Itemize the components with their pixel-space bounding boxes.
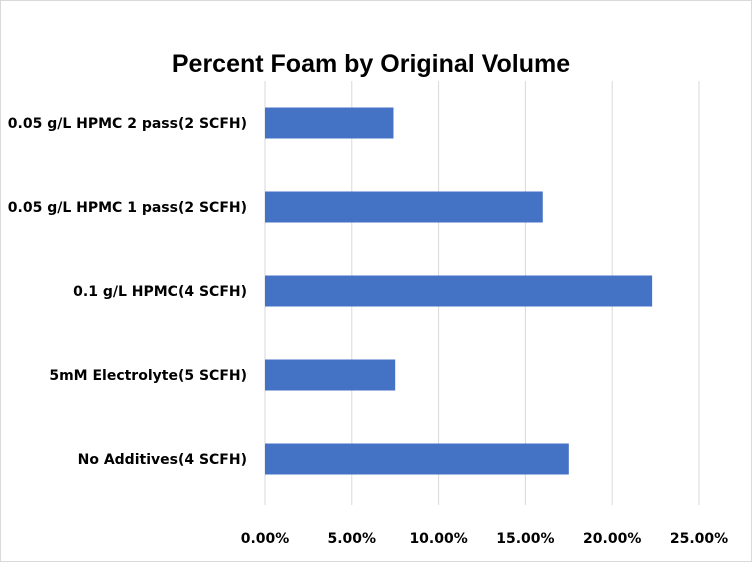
category-label: 0.05 g/L HPMC 2 pass(2 SCFH) — [8, 116, 247, 132]
x-tick-label: 5.00% — [328, 531, 377, 547]
x-tick-label: 10.00% — [409, 531, 467, 547]
x-tick-label: 0.00% — [241, 531, 290, 547]
bar — [265, 107, 394, 139]
bar — [265, 443, 569, 475]
bar — [265, 191, 543, 223]
x-tick-label: 15.00% — [496, 531, 554, 547]
x-tick-label: 25.00% — [670, 531, 728, 547]
category-labels: 0.05 g/L HPMC 2 pass(2 SCFH) 0.05 g/L HPM… — [8, 116, 247, 468]
bar — [265, 359, 396, 391]
category-label: No Additives(4 SCFH) — [78, 452, 247, 468]
bars — [265, 107, 653, 475]
category-label: 0.1 g/L HPMC(4 SCFH) — [73, 284, 247, 300]
bar — [265, 275, 653, 307]
chart-title: Percent Foam by Original Volume — [172, 50, 570, 78]
x-tick-label: 20.00% — [583, 531, 641, 547]
category-label: 0.05 g/L HPMC 1 pass(2 SCFH) — [8, 200, 247, 216]
x-tick-labels: 0.00% 5.00% 10.00% 15.00% 20.00% 25.00% — [241, 531, 728, 547]
category-label: 5mM Electrolyte(5 SCFH) — [49, 368, 247, 384]
